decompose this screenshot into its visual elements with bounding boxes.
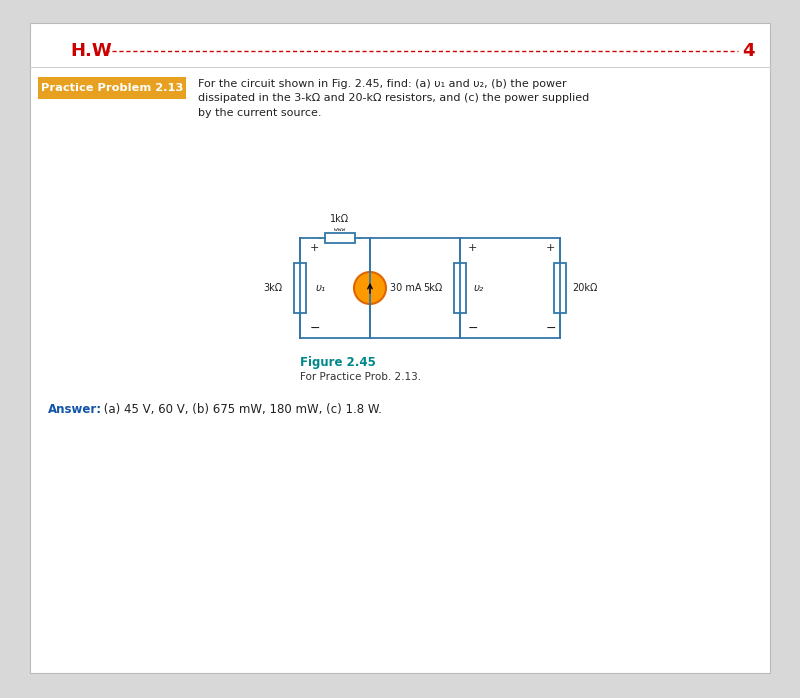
Text: (a) 45 V, 60 V, (b) 675 mW, 180 mW, (c) 1.8 W.: (a) 45 V, 60 V, (b) 675 mW, 180 mW, (c) … <box>100 403 382 416</box>
Text: Answer:: Answer: <box>48 403 102 416</box>
Bar <box>554 263 566 313</box>
Text: www: www <box>334 227 346 232</box>
Text: +: + <box>468 243 478 253</box>
Text: 30 mA: 30 mA <box>390 283 422 293</box>
Bar <box>38 77 186 99</box>
Text: +: + <box>310 243 319 253</box>
Bar <box>325 233 355 243</box>
Bar <box>454 263 466 313</box>
Text: −: − <box>468 322 478 334</box>
Bar <box>294 263 306 313</box>
Text: For the circuit shown in Fig. 2.45, find: (a) υ₁ and υ₂, (b) the power
dissipate: For the circuit shown in Fig. 2.45, find… <box>198 79 590 118</box>
Text: Figure 2.45: Figure 2.45 <box>300 356 376 369</box>
Text: 3kΩ: 3kΩ <box>263 283 282 293</box>
Text: 1kΩ: 1kΩ <box>330 214 350 224</box>
Text: For Practice Prob. 2.13.: For Practice Prob. 2.13. <box>300 372 421 382</box>
Text: +: + <box>546 243 555 253</box>
Text: 4: 4 <box>742 42 754 60</box>
Text: H.W: H.W <box>70 42 112 60</box>
Text: −: − <box>310 322 321 334</box>
Circle shape <box>354 272 386 304</box>
Text: υ₂: υ₂ <box>474 283 484 293</box>
Text: υ₁: υ₁ <box>316 283 326 293</box>
Text: 20kΩ: 20kΩ <box>572 283 598 293</box>
Text: −: − <box>546 322 557 334</box>
Text: 5kΩ: 5kΩ <box>422 283 442 293</box>
Text: Practice Problem 2.13: Practice Problem 2.13 <box>41 83 183 93</box>
